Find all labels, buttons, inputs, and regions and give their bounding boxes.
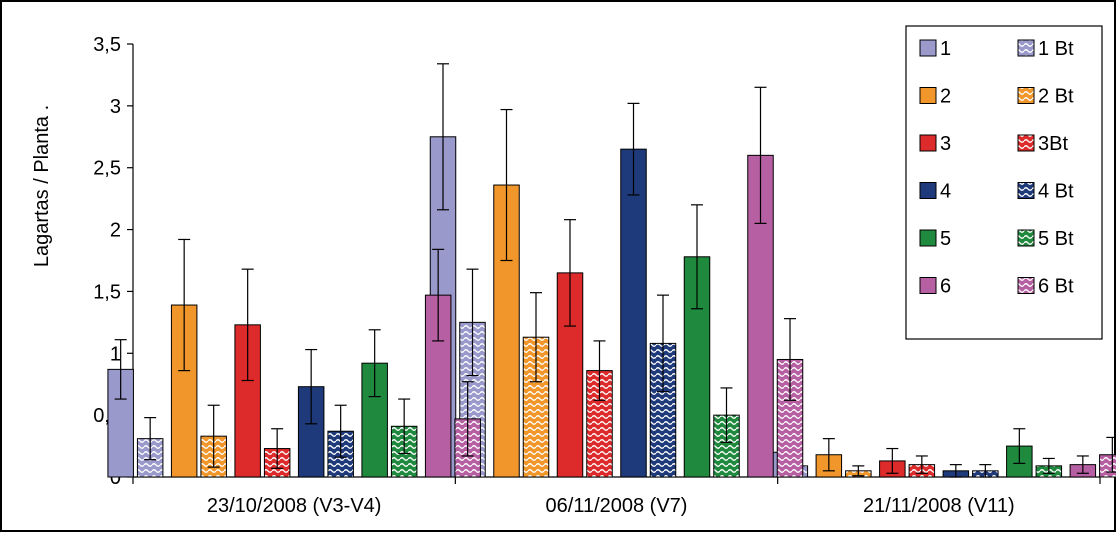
y-axis-label: Lagartas / Planta . [31,105,53,267]
y-tick-label: 2,5 [93,158,121,180]
y-tick-label: 1,5 [93,281,121,303]
legend: 1 1 Bt 2 2 Bt 3 3Bt 4 4 Bt 5 5 Bt 6 6 Bt [905,25,1103,340]
legend-swatch [1017,39,1035,57]
legend-swatch [919,277,937,294]
legend-label: 2 Bt [1038,86,1074,108]
legend-swatch [919,182,937,199]
legend-swatch [1017,277,1035,294]
y-tick-label: 2 [110,220,121,242]
legend-label: 2 [940,86,951,108]
y-tick-label: 1 [110,343,121,365]
legend-label: 3Bt [1038,133,1068,155]
bar [1099,454,1116,478]
legend-label: 4 Bt [1038,181,1074,203]
legend-swatch [919,87,937,104]
x-tick-label: 23/10/2008 (V3-V4) [207,495,382,517]
legend-swatch [1017,229,1035,247]
x-tick-label: 06/11/2008 (V7) [546,495,688,517]
x-tick-label: 21/11/2008 (V11) [863,495,1015,517]
legend-swatch [1017,134,1035,152]
legend-label: 4 [940,181,951,203]
bar [776,358,804,478]
y-tick-label: 3 [110,96,121,118]
legend-swatch [919,134,937,152]
legend-label: 5 Bt [1038,228,1074,250]
bar [620,148,647,478]
legend-swatch [919,39,937,57]
legend-swatch [1017,87,1035,104]
plot-area: 00,511,522,533,523/10/2008 (V3-V4) 06/11/… [93,34,1116,517]
legend-swatch [919,229,937,247]
legend-label: 3 [940,133,951,155]
legend-swatch [1017,182,1035,199]
legend-label: 6 [940,276,951,298]
y-tick-label: 0 [110,467,121,489]
legend-label: 1 Bt [1038,38,1074,60]
legend-label: 5 [940,228,951,250]
legend-label: 6 Bt [1038,276,1074,298]
legend-label: 1 [940,38,951,60]
legend-box [905,25,1103,340]
y-tick-label: 3,5 [93,34,121,56]
